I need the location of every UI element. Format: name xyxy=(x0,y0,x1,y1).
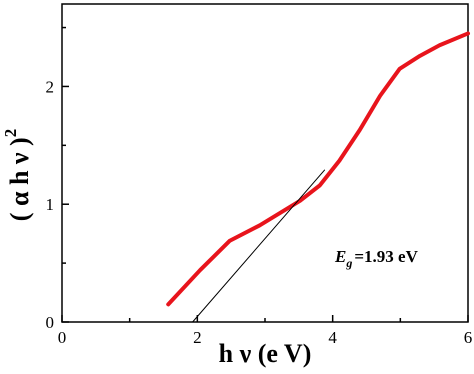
y-tick-label: 0 xyxy=(46,313,55,332)
annotation: Eg =1.93 eV xyxy=(334,247,419,270)
series-line xyxy=(192,169,326,323)
x-axis-label: h ν (e V) xyxy=(219,339,312,368)
x-tick-label: 6 xyxy=(464,328,473,347)
annotation-text: =1.93 eV xyxy=(354,247,418,266)
y-label-sup: 2 xyxy=(1,129,20,138)
y-tick-label: 2 xyxy=(46,77,55,96)
annotation-symbol: E xyxy=(334,247,346,266)
x-tick-label: 0 xyxy=(58,328,67,347)
y-axis-label-group: ( α h ν )2 xyxy=(1,129,34,221)
y-label-text: ( α h ν ) xyxy=(5,137,34,221)
y-tick-label: 1 xyxy=(46,195,55,214)
plot-frame xyxy=(61,3,469,323)
x-tick-label: 4 xyxy=(328,328,337,347)
x-tick-label: 2 xyxy=(193,328,202,347)
annotation-subscript: g xyxy=(345,256,352,270)
y-axis-label: ( α h ν )2 xyxy=(1,129,34,221)
series-line xyxy=(166,31,470,307)
